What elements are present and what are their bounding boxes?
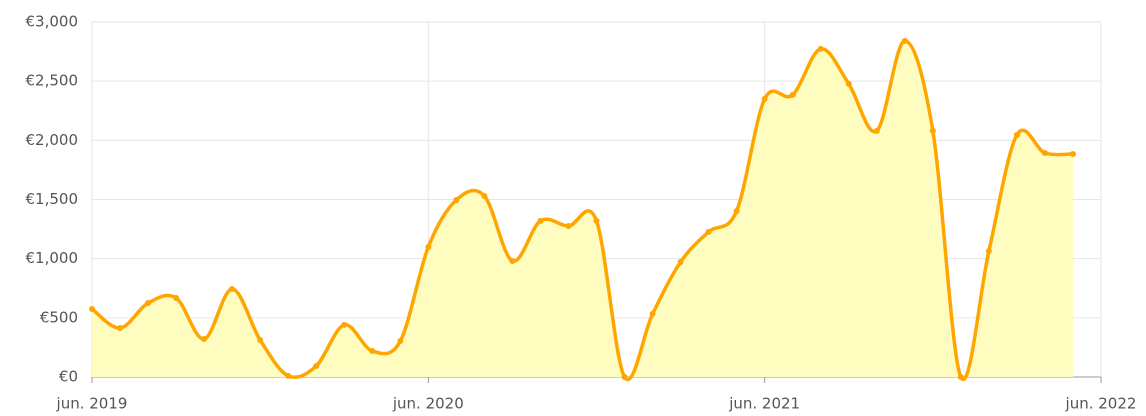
y-tick-label: €3,000 [26,13,79,31]
y-tick-label: €2,000 [26,131,79,149]
point [901,37,908,44]
point [789,91,796,98]
point [229,285,236,292]
point [621,374,628,380]
x-tick-label: jun. 2021 [728,395,800,413]
point [89,305,95,312]
y-tick-label: €1,000 [26,249,79,267]
point [817,45,824,52]
line [90,39,1074,382]
point [985,247,992,254]
y-tick-label: €0 [59,368,78,386]
point [509,258,516,265]
point [145,300,152,307]
point [677,258,684,265]
point [201,336,208,343]
point [257,336,264,343]
y-tick-label: €1,500 [26,190,79,208]
point [705,228,712,235]
x-tick-label: jun. 2022 [1065,395,1137,413]
point [929,127,936,134]
point [1041,149,1048,156]
point [173,294,180,301]
point [453,196,460,203]
point [341,321,348,328]
point [117,325,124,332]
point [593,217,600,224]
point [761,95,768,102]
point [1069,150,1076,157]
point [425,243,432,250]
point [649,310,656,317]
point [957,374,964,380]
y-tick-label: €500 [40,308,78,326]
y-tick-label: €2,500 [26,72,79,90]
point [285,372,292,379]
point [565,223,572,230]
point [1013,131,1020,138]
point [845,80,852,87]
x-tick-label: jun. 2019 [56,395,128,413]
point [481,192,488,199]
point [873,127,880,134]
point [369,347,376,354]
area [92,40,1073,380]
point [397,338,404,345]
point [313,362,320,369]
x-tick-label: jun. 2020 [392,395,464,413]
point [537,217,544,224]
point [733,207,740,214]
